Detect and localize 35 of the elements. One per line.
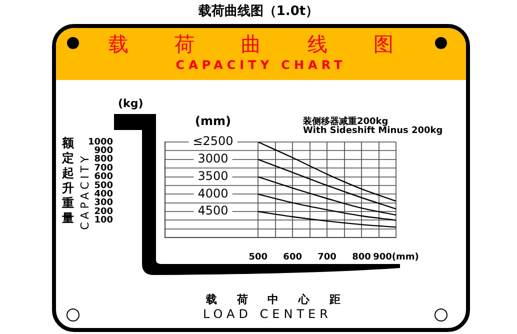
x-axis-title: 载 荷 中 心 距 — [206, 292, 348, 307]
text: 装侧移器减重200kg — [303, 115, 388, 127]
y-tick-label: 500 — [94, 180, 113, 191]
text: 4000 — [198, 186, 228, 200]
text: CAPACITY — [78, 152, 92, 232]
y-tick-label: 200 — [94, 206, 113, 217]
x-tick-label: 700 — [318, 252, 336, 262]
chart-title: 载荷曲线图（1.0t） — [197, 3, 320, 20]
text: 载 荷 曲 线 图 — [107, 31, 415, 58]
legend-title: (mm) — [195, 114, 231, 128]
y-tick-label: 700 — [94, 163, 113, 174]
text: 3000 — [198, 152, 228, 166]
y-tick-label: 300 — [94, 198, 113, 208]
text: 4500 — [198, 204, 228, 218]
text: CAPACITY CHART — [174, 58, 348, 72]
text: ≤2500 — [192, 134, 234, 148]
text: (kg) — [118, 97, 144, 110]
text: 3500 — [198, 168, 228, 183]
line-series — [257, 194, 396, 221]
x-tick-label: 600 — [283, 252, 302, 262]
y-tick-label: 100 — [94, 216, 113, 226]
line-series — [257, 158, 396, 210]
y-axis-title: 额定起升重量 — [62, 136, 75, 226]
line-series — [257, 176, 396, 216]
y-tick-label: 600 — [94, 172, 113, 182]
y-tick-label: 800 — [94, 154, 113, 165]
x-tick-label: 800 — [352, 252, 371, 262]
x-tick-label: 900(mm) — [373, 252, 419, 262]
text: LOAD CENTER — [203, 307, 332, 321]
text: With Sideshift Minus 200kg — [303, 126, 443, 136]
line-series — [257, 142, 396, 202]
y-tick-label: 1000 — [88, 137, 113, 148]
y-tick-label: 400 — [94, 189, 113, 200]
line-series — [257, 210, 396, 228]
x-tick-label: 500 — [248, 252, 268, 262]
